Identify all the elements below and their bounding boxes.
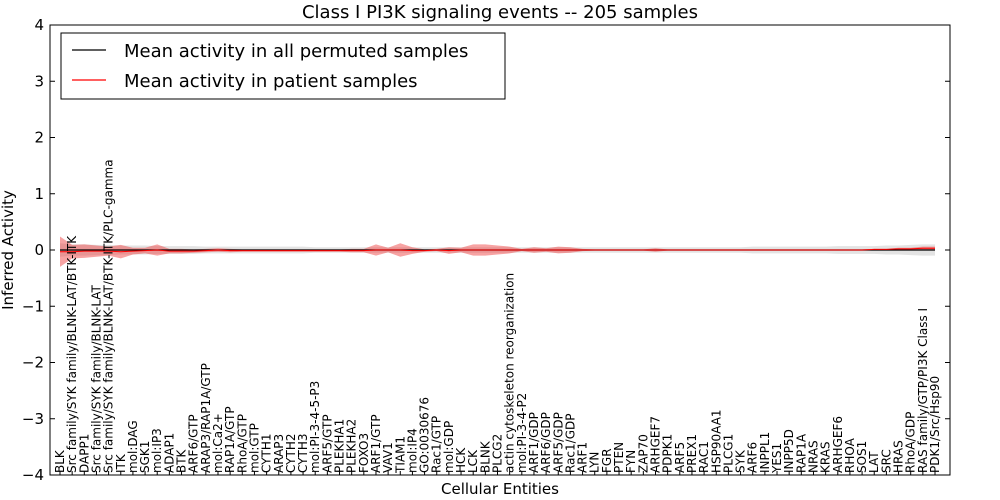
x-tick-label: ADAP1 [162,433,176,473]
x-tick-label: YES1 [770,443,784,474]
x-tick-label: FYN [624,450,638,473]
lines-layer [60,247,935,253]
x-tick-label: KRAS [819,441,833,473]
x-tick-label: NRAS [807,440,821,473]
x-tick-label: mol:PI-3-4-P2 [515,393,529,473]
x-tick-label: mol:Ca2+ [211,413,225,473]
x-tick-label: ARHGEF7 [649,416,663,473]
x-tick-label: ARF5/GTP [320,414,334,473]
plot-area [49,24,951,476]
x-tick-label: mol:PI-3-4-5-P3 [308,381,322,473]
x-tick-label: CYTH2 [284,434,298,474]
x-tick-label: SOS1 [855,441,869,473]
x-tick-label: RAC1 [697,441,711,473]
patient-mean-line [60,247,935,253]
legend-box [60,32,506,100]
x-tick-label: CYTH3 [296,434,310,474]
x-tick-label: ARF5 [673,442,687,473]
chart-title: Class I PI3K signaling events -- 205 sam… [302,2,698,23]
x-tick-label: ARF6/GTP [187,414,201,473]
x-tick-label: mol:GDP [442,421,456,473]
x-tick-label: TIAM1 [393,436,407,474]
y-tick-label: −4 [22,466,44,484]
y-tick-label: 4 [34,16,44,34]
x-tick-label: HSP90AA1 [709,409,723,473]
x-tick-label: SYK [734,449,748,473]
x-tick-label: INPP5D [782,429,796,473]
x-tick-label: mol:IP3 [150,428,164,473]
x-tick-label: ARHGEF6 [831,416,845,473]
x-tick-label: PLEKHA2 [345,419,359,473]
x-tick-label: mol:GTP [247,423,261,473]
x-tick-label: BTK [175,448,189,473]
x-tick-label: CYTH1 [260,434,274,474]
x-tick-label: PDK1/Src/Hsp90 [928,376,942,473]
x-tick-label: FGR [600,448,614,473]
x-tick-label: RAS family/GTP/PI3K Class I [916,308,930,473]
x-tick-label: ARAP3/RAP1A/GTP [199,363,213,473]
x-tick-label: PLCG1 [721,434,735,473]
x-tick-label: ARF6 [746,442,760,473]
y-tick-label: 0 [34,241,44,259]
x-tick-label: HRAS [892,440,906,473]
legend: Mean activity in all permuted samples Me… [60,32,506,100]
x-tick-label: LAT [867,451,881,473]
x-tick-label: ARF6/GDP [539,412,553,473]
x-tick-label: RHOA [843,437,857,473]
x-tick-label: actin cytoskeleton reorganization [503,273,517,473]
x-tick-label: Src family/SYK family/BLNK-LAT/BTK-ITK [65,235,79,473]
y-tick-label: 2 [34,129,44,147]
x-tick-label: Rac1/GDP [563,414,577,473]
x-tick-label: RhoA/GDP [904,412,918,473]
legend-label-permuted: Mean activity in all permuted samples [124,41,468,62]
x-tick-label: INPPL1 [758,432,772,473]
x-tick-label: PREX1 [685,434,699,473]
x-tick-label: RhoA/GTP [235,414,249,473]
y-axis: −4 −3 −2 −1 0 1 2 3 4 [22,16,950,484]
y-tick-label: −2 [22,354,44,372]
x-tick-label: ARAP3 [272,434,286,473]
patient-band [60,236,935,267]
x-tick-label: ARF1/GTP [369,414,383,473]
x-tick-label: LYN [588,452,602,473]
x-tick-label: LCK [466,449,480,473]
x-tick-label: SGK1 [138,441,152,473]
x-tick-label: Src family/SYK family/BLNK-LAT [90,284,104,473]
x-tick-label: SRC [879,449,893,473]
x-tick-label: DAPP1 [77,434,91,473]
x-tick-label: ITK [114,453,128,473]
legend-label-patient: Mean activity in patient samples [124,71,418,92]
x-tick-label: PDPK1 [661,434,675,473]
x-tick-label: BLK [53,449,67,473]
y-tick-label: −1 [22,297,44,315]
x-axis-label: Cellular Entities [441,480,559,498]
x-tick-label: RAP1A/GTP [223,406,237,473]
x-tick-label: FOXO3 [357,433,371,473]
x-tick-label: RAP1A [794,433,808,473]
x-tick-label: mol:DAG [126,420,140,473]
x-tick-label: PLEKHA1 [333,419,347,473]
x-tick-label: ARF5/GDP [551,412,565,473]
x-tick-label: BLNK [478,440,492,473]
y-tick-label: 1 [34,185,44,203]
x-tick-label: Src family/SYK family/BLNK-LAT/BTK-ITK/P… [102,159,116,473]
y-tick-label: −3 [22,410,44,428]
x-tick-label: PTEN [612,442,626,473]
y-axis-label: Inferred Activity [0,190,17,310]
y-tick-label: 3 [34,72,44,90]
x-tick-label: GO:0030676 [418,397,432,473]
x-tick-label: VAV1 [381,442,395,473]
x-tick-label: ZAP70 [636,434,650,473]
x-tick-label: mol:IP4 [405,428,419,473]
x-tick-label: Rac1/GTP [430,416,444,473]
x-tick-label: ARF1 [576,442,590,473]
x-tick-label: HCK [454,447,468,473]
x-tick-label: PLCG2 [491,434,505,473]
x-tick-label: ARF1/GDP [527,412,541,473]
